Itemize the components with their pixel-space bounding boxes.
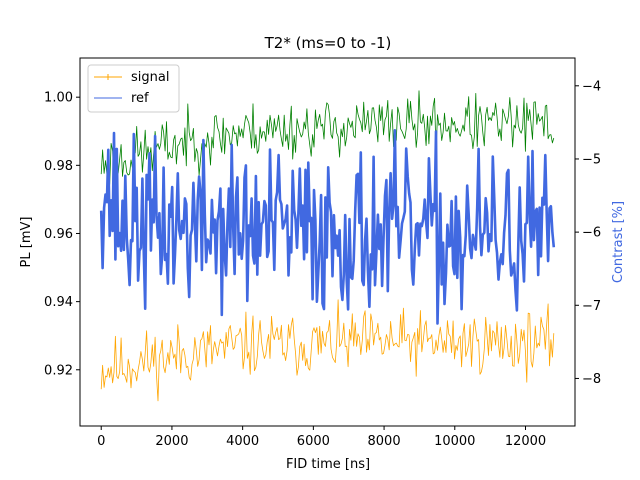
x-axis: 0 2000 4000 6000 8000 10000 12000	[97, 426, 546, 449]
legend: signal ref	[87, 64, 180, 113]
x-tick-label: 10000	[434, 434, 475, 449]
series-layer	[99, 90, 556, 402]
y-tick-label: 0.96	[44, 227, 73, 242]
x-tick-label: 8000	[368, 434, 401, 449]
legend-label-ref: ref	[131, 91, 149, 106]
series-line-ref	[100, 90, 555, 185]
y2-tick-label: −6	[582, 226, 601, 241]
y-axis-label: PL [mV]	[19, 217, 34, 268]
y2-axis: −8 −7 −6 −5 −4	[575, 79, 601, 387]
legend-label-signal: signal	[131, 70, 169, 85]
y2-tick-label: −8	[582, 372, 601, 387]
y2-tick-label: −4	[582, 79, 601, 94]
y2-axis-label: Contrast [%]	[611, 201, 626, 283]
y-tick-label: 1.00	[44, 91, 73, 106]
y2-tick-label: −7	[582, 299, 601, 314]
y-axis: 0.92 0.94 0.96 0.98 1.00	[44, 91, 80, 378]
series-line-signal	[100, 299, 555, 402]
x-axis-label: FID time [ns]	[286, 457, 370, 472]
x-tick-label: 0	[97, 434, 105, 449]
series-line-contrast	[99, 129, 556, 325]
y-tick-label: 0.92	[44, 363, 73, 378]
chart-title: T2* (ms=0 to -1)	[264, 34, 392, 52]
x-tick-label: 12000	[505, 434, 546, 449]
x-tick-label: 2000	[155, 434, 188, 449]
x-tick-label: 6000	[297, 434, 330, 449]
y2-tick-label: −5	[582, 152, 601, 167]
plot-frame	[79, 57, 576, 427]
y-tick-label: 0.94	[44, 295, 73, 310]
x-tick-label: 4000	[226, 434, 259, 449]
y-tick-label: 0.98	[44, 159, 73, 174]
